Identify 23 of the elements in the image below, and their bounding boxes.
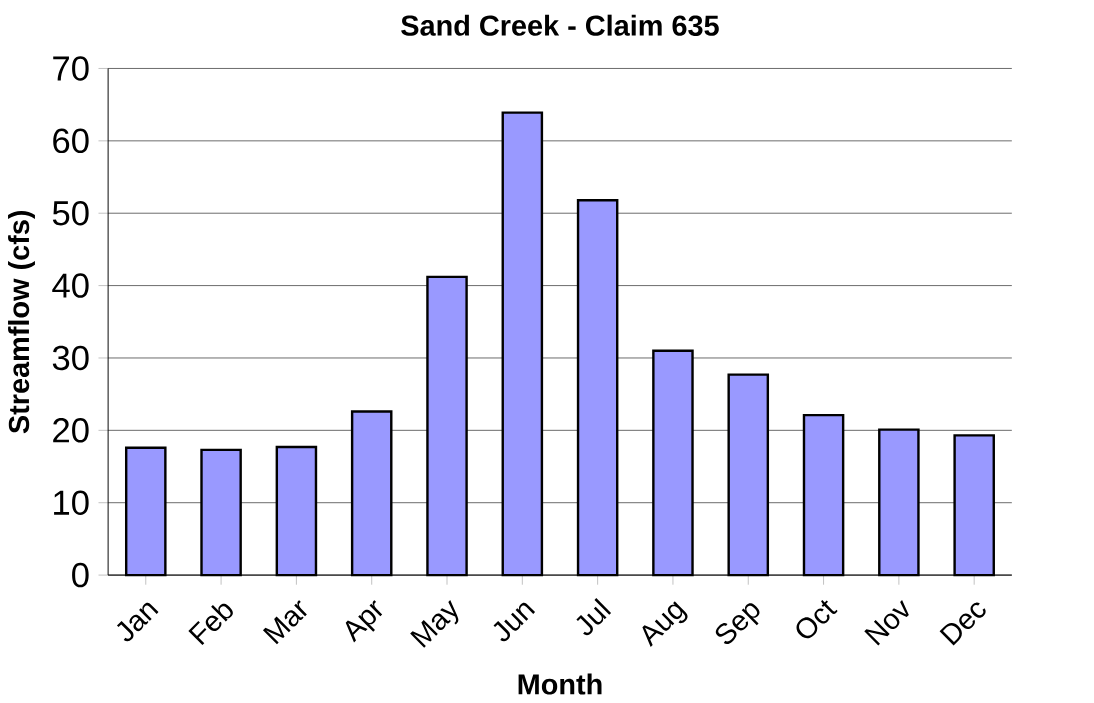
y-tick-label: 10 xyxy=(54,490,89,516)
x-tick-label: Aug xyxy=(642,601,688,648)
y-tick-label: 50 xyxy=(52,201,89,226)
x-tick-label: Jan xyxy=(116,602,159,642)
y-axis-title: Streamflow (cfs) xyxy=(8,211,35,434)
y-tick-label: 20 xyxy=(53,418,89,443)
y-tick-label: 30 xyxy=(52,345,89,371)
x-tick-label: Feb xyxy=(188,603,233,646)
y-tick-label: 70 xyxy=(53,56,89,81)
y-tick-label: 40 xyxy=(52,273,89,299)
x-tick-label: Jul xyxy=(576,598,612,636)
x-tick-label: Oct xyxy=(796,600,838,639)
y-tick-label: 0 xyxy=(72,563,89,588)
x-tick-label: Sep xyxy=(715,603,760,645)
x-tick-label: Mar xyxy=(262,600,307,645)
x-tick-label: Apr xyxy=(345,600,383,643)
x-axis-title: Month xyxy=(518,673,602,695)
x-tick-label: May xyxy=(410,600,459,648)
y-tick-label: 60 xyxy=(53,128,89,154)
x-tick-label: Dec xyxy=(939,602,986,646)
x-tick-label: Nov xyxy=(864,600,909,646)
chart-title: Sand Creek - Claim 635 xyxy=(401,14,719,37)
x-tick-label: Jun xyxy=(493,602,536,642)
